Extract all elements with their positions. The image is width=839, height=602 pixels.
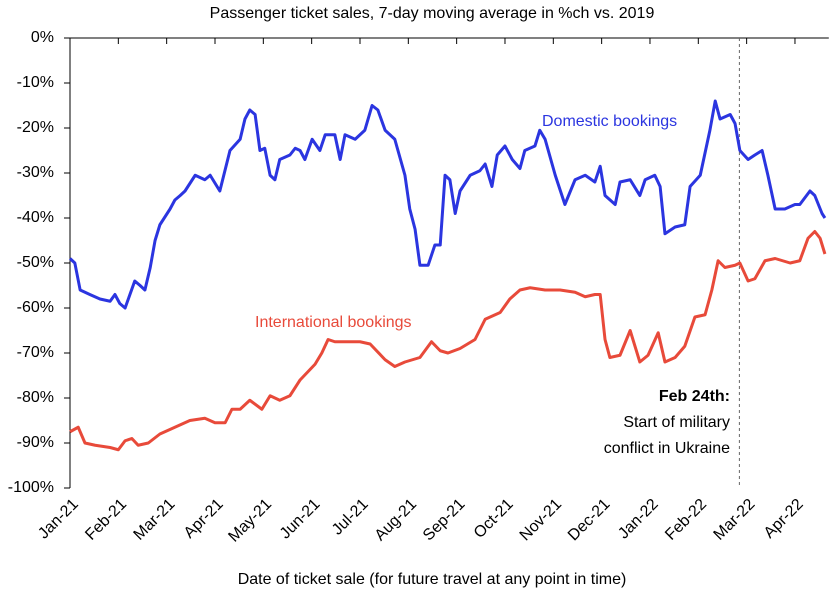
y-tick-label: -80% (17, 389, 54, 406)
x-tick-label: Jan-21 (35, 496, 82, 543)
x-tick-label: Oct-21 (471, 496, 517, 542)
y-tick-label: -20% (17, 119, 54, 136)
x-tick-label: May-21 (225, 496, 275, 546)
y-tick-label: -30% (17, 164, 54, 181)
x-tick-label: Jun-21 (277, 496, 324, 543)
annotation-text: Start of military (623, 414, 730, 431)
x-axis-label: Date of ticket sale (for future travel a… (238, 571, 627, 588)
x-tick-label: Mar-21 (131, 496, 179, 544)
y-tick-label: 0% (31, 29, 54, 46)
legend-international: International bookings (255, 314, 412, 331)
x-tick-label: Sep-21 (420, 496, 469, 545)
x-tick-label: Jul-21 (329, 496, 372, 539)
y-tick-label: -10% (17, 74, 54, 91)
x-tick-label: Apr-21 (181, 496, 227, 542)
y-tick-label: -90% (17, 434, 54, 451)
x-tick-label: Feb-21 (82, 496, 130, 544)
line-series (69, 230, 827, 452)
y-tick-label: -100% (8, 479, 54, 496)
legend-domestic: Domestic bookings (542, 113, 677, 130)
y-tick-label: -50% (17, 254, 54, 271)
annotation-text: conflict in Ukraine (604, 440, 730, 457)
chart-title: Passenger ticket sales, 7-day moving ave… (210, 5, 655, 22)
x-tick-label: Nov-21 (517, 496, 566, 545)
x-tick-label: Jan-22 (615, 496, 662, 543)
x-tick-label: Apr-22 (761, 496, 807, 542)
x-tick-label: Mar-22 (711, 496, 759, 544)
x-tick-label: Feb-22 (662, 496, 710, 544)
x-tick-label: Dec-21 (565, 496, 614, 545)
x-tick-label: Aug-21 (372, 496, 421, 545)
annotation-heading: Feb 24th: (659, 388, 730, 405)
y-tick-label: -60% (17, 299, 54, 316)
y-tick-label: -40% (17, 209, 54, 226)
line-series (68, 99, 827, 310)
y-tick-label: -70% (17, 344, 54, 361)
